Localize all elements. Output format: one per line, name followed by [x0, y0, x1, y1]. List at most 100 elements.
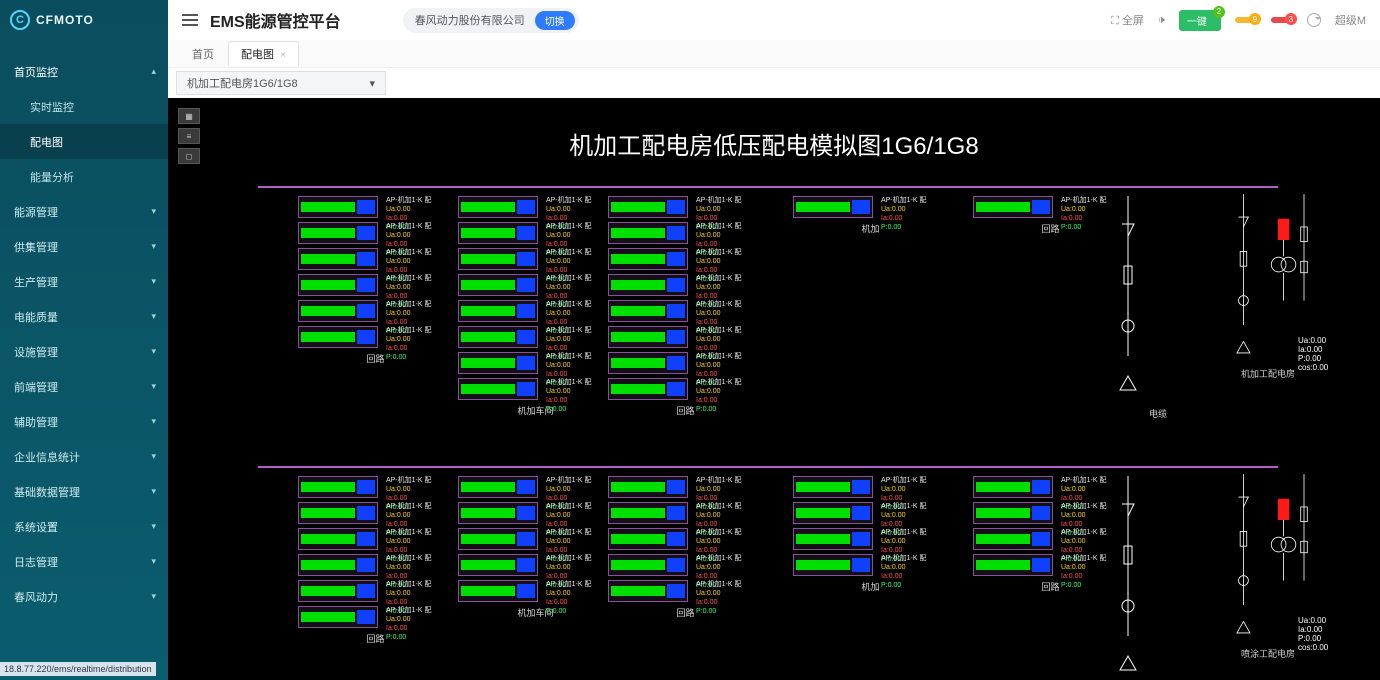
breaker-indicator [667, 558, 685, 572]
breaker[interactable] [973, 476, 1053, 498]
breaker[interactable] [608, 554, 688, 576]
breaker[interactable] [793, 554, 873, 576]
refresh-icon[interactable] [1307, 13, 1321, 27]
sidebar-item[interactable]: 生产管理▾ [0, 264, 168, 299]
breaker[interactable] [298, 606, 378, 628]
app-title: EMS能源管控平台 [210, 8, 341, 32]
breaker[interactable] [793, 476, 873, 498]
breaker[interactable] [608, 274, 688, 296]
sidebar-subitem[interactable]: 配电图 [0, 124, 168, 159]
breaker[interactable] [458, 274, 538, 296]
breaker[interactable] [298, 528, 378, 550]
breaker[interactable] [458, 554, 538, 576]
breaker[interactable] [608, 196, 688, 218]
incomer-schematic[interactable]: 电缆 [1098, 466, 1218, 680]
breaker[interactable] [793, 528, 873, 550]
breaker[interactable] [298, 476, 378, 498]
breaker[interactable] [458, 326, 538, 348]
sidebar-item[interactable]: 首页监控▴ [0, 54, 168, 89]
sidebar-item[interactable]: 日志管理▾ [0, 544, 168, 579]
breaker-row: AP-机加1-K 配Ua:0.00Ia:0.00P:0.00 [458, 580, 613, 602]
tool-grid-icon[interactable]: ▦ [178, 108, 200, 124]
tool-fit-icon[interactable]: ◻ [178, 148, 200, 164]
breaker[interactable] [458, 528, 538, 550]
sidebar-subitem[interactable]: 实时监控 [0, 89, 168, 124]
breaker[interactable] [973, 528, 1053, 550]
breaker[interactable] [298, 326, 378, 348]
user-name[interactable]: 超级M [1335, 12, 1366, 28]
sidebar-subitem[interactable]: 能量分析 [0, 159, 168, 194]
diagram-canvas[interactable]: ▦ ≡ ◻ 机加工配电房低压配电模拟图1G6/1G8 AP-机加1-K 配Ua:… [168, 98, 1380, 680]
room-dropdown[interactable]: 机加工配电房1G6/1G8 ▾ [176, 71, 386, 95]
sound-icon[interactable]: 🕩 [1158, 14, 1165, 27]
breaker[interactable] [608, 580, 688, 602]
breaker[interactable] [608, 502, 688, 524]
sidebar-item[interactable]: 系统设置▾ [0, 509, 168, 544]
breaker-indicator [667, 330, 685, 344]
schematic-label: 电缆 [1098, 407, 1218, 420]
sidebar-item[interactable]: 基础数据管理▾ [0, 474, 168, 509]
alert-yellow-button[interactable]: 9 [1235, 17, 1257, 23]
breaker-row: AP-机加1-K 配Ua:0.00Ia:0.00P:0.00 [298, 326, 453, 348]
chevron-up-icon: ▴ [151, 66, 156, 77]
breaker[interactable] [973, 196, 1053, 218]
breaker[interactable] [973, 554, 1053, 576]
breaker[interactable] [298, 580, 378, 602]
breaker[interactable] [608, 326, 688, 348]
breaker[interactable] [298, 554, 378, 576]
company-switch-button[interactable]: 切换 [535, 11, 575, 30]
breaker[interactable] [608, 300, 688, 322]
company-selector[interactable]: 春风动力股份有限公司 切换 [403, 8, 579, 33]
sidebar-item[interactable]: 设施管理▾ [0, 334, 168, 369]
breaker[interactable] [298, 222, 378, 244]
breaker-row: AP-机加1-K 配Ua:0.00Ia:0.00P:0.00 [608, 222, 763, 244]
tab-diagram[interactable]: 配电图× [228, 41, 299, 66]
breaker-row: AP-机加1-K 配Ua:0.00Ia:0.00P:0.00 [298, 222, 453, 244]
breaker[interactable] [608, 528, 688, 550]
breaker[interactable] [608, 476, 688, 498]
breaker[interactable] [458, 196, 538, 218]
breaker[interactable] [298, 502, 378, 524]
sidebar-item[interactable]: 供集管理▾ [0, 229, 168, 264]
breaker[interactable] [973, 502, 1053, 524]
breaker[interactable] [458, 352, 538, 374]
breaker[interactable] [608, 222, 688, 244]
breaker[interactable] [458, 580, 538, 602]
breaker[interactable] [458, 378, 538, 400]
breaker[interactable] [298, 248, 378, 270]
incomer-schematic[interactable]: 电缆 [1098, 186, 1218, 406]
breaker-indicator [517, 304, 535, 318]
alert-red-button[interactable]: 3 [1271, 17, 1293, 23]
breaker[interactable] [298, 274, 378, 296]
sidebar-item[interactable]: 能源管理▾ [0, 194, 168, 229]
breaker[interactable] [608, 248, 688, 270]
breaker-indicator [357, 252, 375, 266]
breaker[interactable] [793, 196, 873, 218]
alert-green-button[interactable]: 一键2 [1179, 10, 1221, 31]
close-icon[interactable]: × [280, 50, 286, 61]
sidebar-item[interactable]: 电能质量▾ [0, 299, 168, 334]
menu-toggle-icon[interactable] [182, 14, 198, 26]
breaker-indicator [517, 356, 535, 370]
breaker[interactable] [608, 352, 688, 374]
sidebar-item[interactable]: 春风动力▾ [0, 579, 168, 614]
breaker[interactable] [298, 196, 378, 218]
transformer-schematic[interactable]: 喷涂工配电房Ua:0.00Ia:0.00P:0.00cos:0.00 [1208, 466, 1328, 646]
breaker-indicator [517, 584, 535, 598]
breaker[interactable] [793, 502, 873, 524]
breaker[interactable] [458, 248, 538, 270]
sidebar-item[interactable]: 辅助管理▾ [0, 404, 168, 439]
breaker[interactable] [458, 300, 538, 322]
tab-home[interactable]: 首页 [180, 42, 226, 66]
transformer-schematic[interactable]: 机加工配电房Ua:0.00Ia:0.00P:0.00cos:0.00 [1208, 186, 1328, 366]
breaker-bar [796, 560, 850, 570]
breaker[interactable] [458, 502, 538, 524]
breaker[interactable] [458, 476, 538, 498]
fullscreen-button[interactable]: ⛶ 全屏 [1111, 12, 1144, 28]
sidebar-item[interactable]: 前端管理▾ [0, 369, 168, 404]
breaker[interactable] [458, 222, 538, 244]
breaker[interactable] [298, 300, 378, 322]
breaker[interactable] [608, 378, 688, 400]
tool-layers-icon[interactable]: ≡ [178, 128, 200, 144]
sidebar-item[interactable]: 企业信息统计▾ [0, 439, 168, 474]
